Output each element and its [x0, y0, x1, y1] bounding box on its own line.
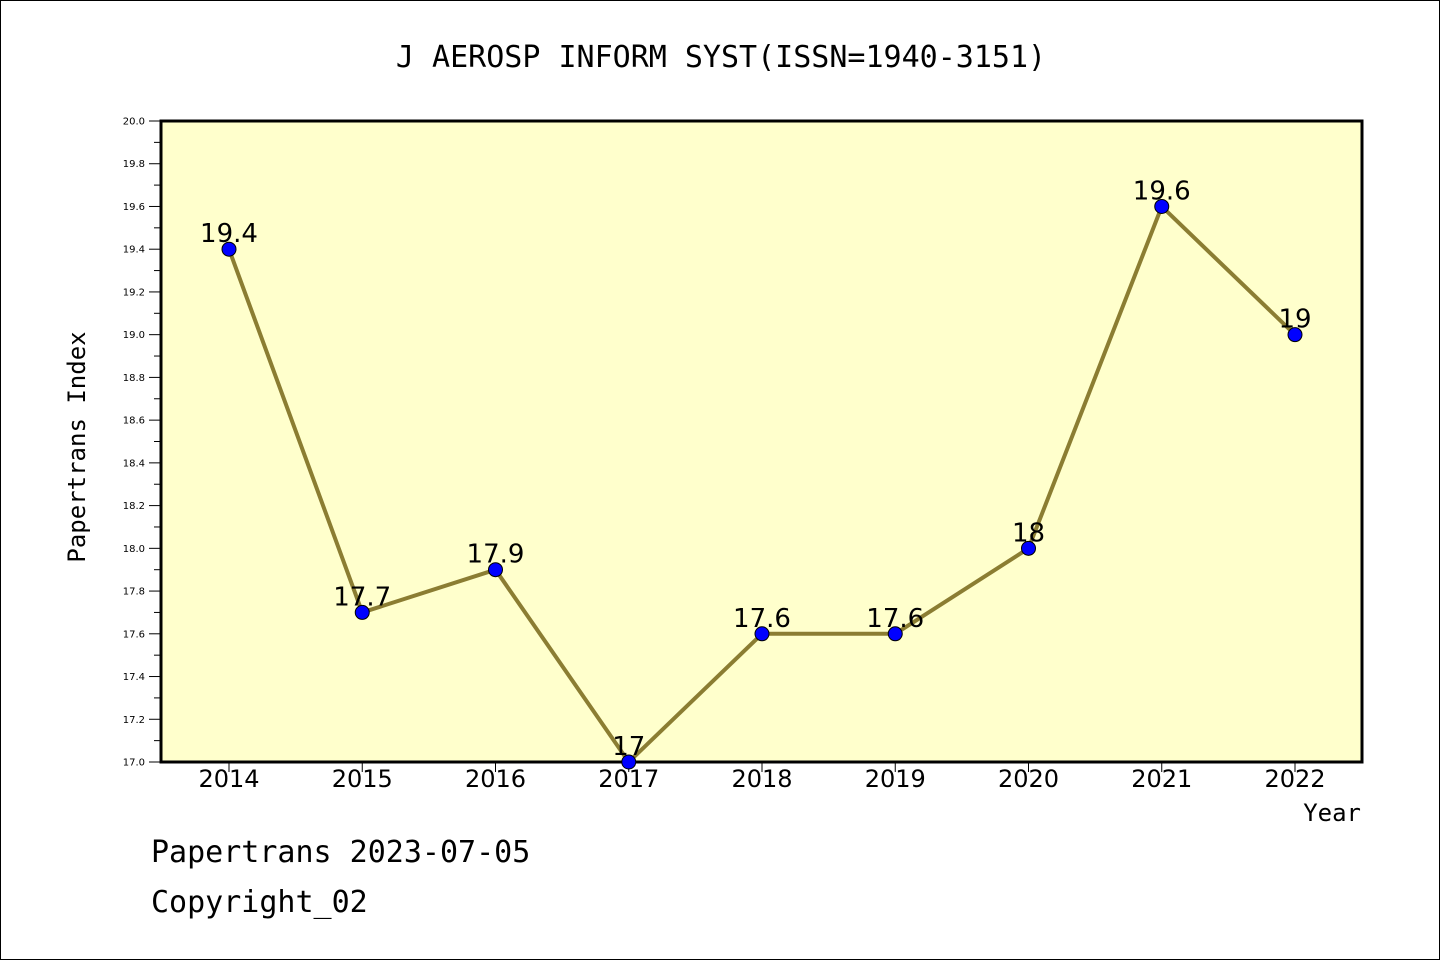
y-tick-label: 19.8	[123, 159, 145, 170]
y-tick-label: 17.6	[123, 629, 145, 640]
y-tick-label: 17.8	[123, 587, 145, 598]
x-tick-label: 2018	[731, 765, 792, 793]
y-tick-label: 18.4	[123, 458, 145, 469]
data-point	[354, 604, 370, 620]
y-tick-label: 18.8	[123, 373, 145, 384]
y-tick-label: 18.2	[123, 501, 145, 512]
data-point	[1287, 327, 1303, 343]
y-tick-label: 19.4	[123, 245, 145, 256]
data-label: 19.4	[200, 219, 258, 249]
data-point	[488, 562, 503, 578]
y-axis-label: Papertrans Index	[63, 331, 91, 562]
data-label: 19.6	[1133, 176, 1191, 206]
y-axis: 17.0 17.2 17.4 17.6 17.8 18.0 18.2 18.4 18.6 18.8…	[123, 117, 161, 769]
footer-copyright: Copyright_02	[151, 885, 368, 920]
data-label: 17.6	[733, 604, 791, 634]
x-tick-label: 2016	[465, 765, 526, 793]
x-tick-label: 2020	[998, 765, 1059, 793]
x-tick-label: 2022	[1264, 765, 1325, 793]
y-tick-label: 18.0	[123, 544, 145, 555]
data-label: 17.9	[467, 540, 525, 570]
footer-date: Papertrans 2023-07-05	[151, 835, 531, 870]
chart-title: J AEROSP INFORM SYST(ISSN=1940-3151)	[396, 40, 1046, 75]
y-tick-label: 19.6	[123, 202, 145, 213]
data-point	[1021, 540, 1036, 556]
data-label: 18	[1012, 518, 1045, 548]
data-label: 19	[1278, 305, 1311, 335]
y-tick-label: 18.6	[123, 416, 145, 427]
x-tick-label: 2017	[598, 765, 659, 793]
y-tick-label: 19.2	[123, 287, 145, 298]
y-tick-label: 17.4	[123, 672, 145, 683]
x-axis-label: Year	[1303, 799, 1361, 827]
data-label: 17.6	[866, 604, 924, 634]
data-point	[1154, 198, 1170, 214]
y-tick-label: 17.2	[123, 715, 145, 726]
data-label: 17	[612, 732, 645, 762]
data-point	[887, 626, 903, 642]
x-tick-label: 2019	[865, 765, 926, 793]
x-tick-label: 2015	[332, 765, 393, 793]
data-point	[754, 626, 770, 642]
y-tick-label: 20.0	[123, 117, 145, 128]
series-layer	[221, 198, 1303, 770]
plot-area	[159, 119, 1364, 764]
data-point	[621, 754, 637, 770]
data-label: 17.7	[333, 582, 391, 612]
x-tick-label: 2021	[1131, 765, 1192, 793]
data-point	[221, 241, 237, 257]
x-axis: 2014 2015 2016 2017 2018 2019 2020 2021 2022	[198, 762, 1326, 793]
y-tick-label: 19.0	[123, 330, 145, 341]
data-label-layer: 19.4 17.7 17.9 17 17.6 17.6 18 19.6 19	[200, 176, 1311, 762]
x-tick-label: 2014	[198, 765, 259, 793]
y-tick-label: 17.0	[123, 758, 145, 769]
